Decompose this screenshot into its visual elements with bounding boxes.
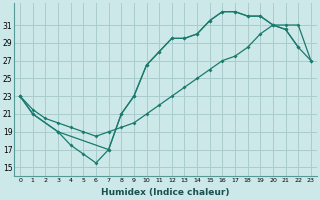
X-axis label: Humidex (Indice chaleur): Humidex (Indice chaleur) [101, 188, 230, 197]
